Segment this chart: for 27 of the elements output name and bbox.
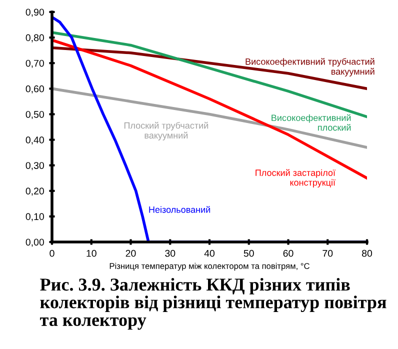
y-tick-label: 0,80 [26,34,44,42]
series-label: Високоефективний трубчастий вакуумний [246,58,374,76]
x-tick-label: 80 [362,250,372,257]
series-label: Плоский застарілої конструкції [256,169,336,188]
series-label: Високоефективний плоский [272,114,351,131]
y-tick-label: 0,40 [26,136,44,145]
series-label: Неізольований [149,206,210,213]
x-tick-label: 60 [283,250,294,257]
y-tick-label: 0,30 [26,162,44,170]
text: Рис. 3.9. Залежність ККД різних типів колекторів від різниці температур повітря та колектору [40,278,386,330]
x-tick-label: 20 [126,250,136,257]
line-series [52,87,367,149]
x-tick-label: 50 [244,250,254,257]
y-tick-label: 0,60 [26,85,44,94]
x-axis-title: Різниця температур між колектором та повітрям, °С [110,262,310,271]
x-tick-label: 40 [204,250,215,257]
y-tick-label: 0,90 [26,8,44,17]
y-tick-label: 0,20 [26,188,44,196]
y-tick-label: 0,70 [26,60,44,68]
y-tick-label: 0,50 [26,110,44,119]
series-label: Плоский трубчастий вакуумний [124,122,208,140]
x-tick-label: 10 [86,250,96,257]
y-tick-label: 0,10 [26,213,44,222]
y-tick-label: 0,00 [26,238,44,247]
x-tick-label: 30 [165,250,176,257]
x-tick-label: 70 [322,250,333,257]
x-tick-label: 0 [50,250,54,257]
